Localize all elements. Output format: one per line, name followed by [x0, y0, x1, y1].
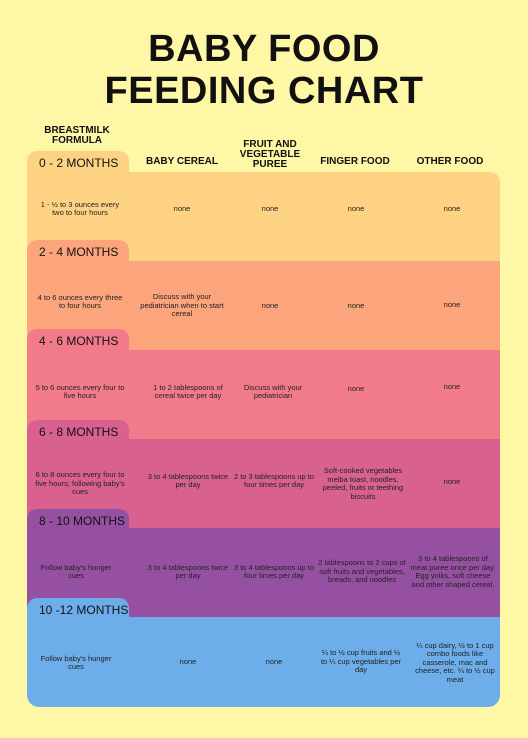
age-label: 0 - 2 MONTHS	[39, 156, 119, 170]
cell-cereal: none	[179, 656, 197, 666]
age-label: 10 -12 MONTHS	[39, 603, 129, 617]
cell-fruit: none	[265, 656, 283, 666]
cell-fruit: none	[261, 203, 279, 213]
cell-cereal: 1 to 2 tablespoons of cereal twice per d…	[153, 382, 223, 400]
cell-cereal: Discuss with your pediatrician when to s…	[140, 292, 224, 319]
cell-finger: none	[347, 203, 365, 213]
header-baby-cereal: BABY CEREAL	[145, 156, 219, 167]
age-label: 2 - 4 MONTHS	[39, 245, 119, 259]
cell-other: ¼ cup dairy, ½ to 1 cup combo foods like…	[415, 640, 495, 684]
cell-finger: none	[347, 300, 365, 310]
age-label: 4 - 6 MONTHS	[39, 334, 119, 348]
row-body	[27, 617, 500, 707]
age-tab: 4 - 6 MONTHS	[27, 329, 129, 353]
header-breastmilk: BREASTMILK FORMULA	[44, 125, 110, 146]
cell-cereal: none	[173, 203, 191, 213]
cell-breastmilk: Follow baby's hunger cues	[40, 653, 112, 671]
cell-finger: none	[347, 383, 365, 393]
cell-fruit: 2 to 3 tablespoons up to four times per …	[233, 471, 315, 489]
age-label: 6 - 8 MONTHS	[39, 425, 119, 439]
cell-other: 3 to 4 tablespoons of meat puree once pe…	[410, 554, 496, 589]
cell-breastmilk: Follow baby's hunger cues	[40, 562, 112, 580]
age-tab: 2 - 4 MONTHS	[27, 240, 129, 264]
cell-finger: 2 tablespoons to 2 cups of soft fruits a…	[318, 558, 406, 585]
cell-other: none	[443, 476, 461, 486]
cell-finger: Soft-cooked vegetables melba toast, nood…	[322, 466, 404, 501]
cell-other: none	[443, 381, 461, 391]
cell-other: none	[443, 203, 461, 213]
header-fruit-vegetable-puree: FRUIT AND VEGETABLE PUREE	[239, 139, 301, 170]
cell-fruit: 3 to 4 tablespoons up to four times per …	[233, 562, 315, 580]
cell-cereal: 3 to 4 tablespoons twice per day	[147, 562, 229, 580]
chart-title-line-1: BABY FOOD	[148, 28, 380, 70]
header-finger-food: FINGER FOOD	[320, 156, 390, 167]
age-label: 8 - 10 MONTHS	[39, 514, 126, 528]
cell-cereal: 3 to 4 tablespoons twice per day	[147, 471, 229, 489]
header-other-food: OTHER FOOD	[416, 156, 484, 167]
cell-other: none	[443, 299, 461, 309]
cell-breastmilk: 1 - ½ to 3 ounces every two to four hour…	[40, 199, 120, 217]
cell-breastmilk: 4 to 6 ounces every three to four hours	[37, 292, 123, 310]
cell-fruit: Discuss with your pediatrician	[243, 382, 303, 400]
cell-finger: ¼ to ½ cup fruits and ½ to ¼ cup vegetab…	[320, 648, 402, 675]
chart-title-line-2: FEEDING CHART	[104, 70, 424, 112]
age-tab: 0 - 2 MONTHS	[27, 151, 129, 175]
cell-breastmilk: 6 to 8 ounces every four to five hours; …	[35, 470, 125, 497]
cell-fruit: none	[261, 300, 279, 310]
cell-breastmilk: 5 to 6 ounces every four to five hours	[35, 382, 125, 400]
